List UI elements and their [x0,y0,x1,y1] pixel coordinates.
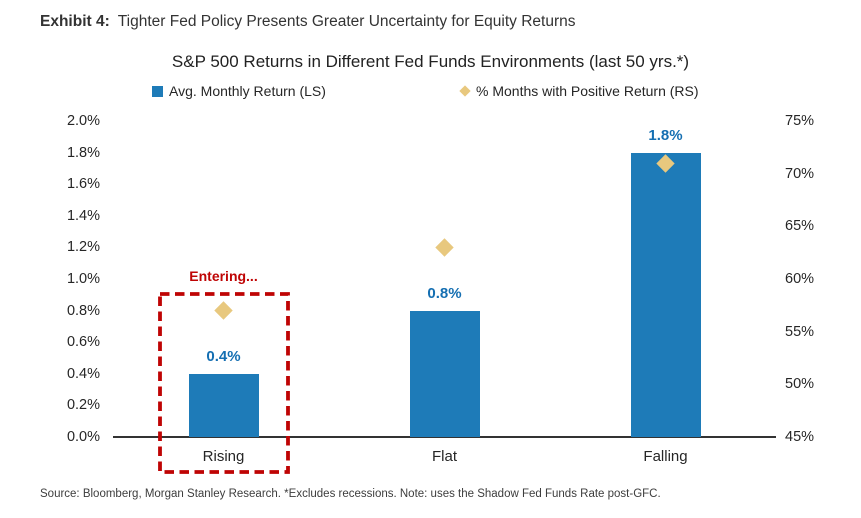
y-axis-right-tick-label: 55% [785,323,815,340]
source-note: Source: Bloomberg, Morgan Stanley Resear… [40,488,661,500]
legend-label-avg-monthly-return: Avg. Monthly Return (LS) [169,83,326,99]
y-axis-right-tick-label: 65% [785,218,815,235]
bar-falling [630,152,701,437]
y-axis-left-tick-label: 0.8% [66,302,100,319]
bar-value-label: 0.4% [206,347,241,365]
legend-label-pct-positive-months: % Months with Positive Return (RS) [476,83,699,99]
bar-rising [188,373,259,437]
category-label-falling: Falling [643,448,688,465]
y-axis-left-tick-label: 0.6% [66,334,100,351]
y-axis-right-tick-label: 60% [785,271,815,287]
category-label-flat: Flat [431,448,457,465]
legend-item-pct-positive-months: % Months with Positive Return (RS) [459,82,699,100]
chart-title: S&P 500 Returns in Different Fed Funds E… [171,52,690,71]
bar-flat [409,310,480,437]
entering-annotation-label: Entering... [189,268,258,284]
y-axis-left-tick-label: 1.0% [66,271,100,287]
y-axis-left-tick-label: 1.8% [66,144,100,161]
y-axis-right-tick-label: 75% [785,113,815,129]
y-axis-right-tick-label: 45% [785,429,815,445]
legend-item-avg-monthly-return: Avg. Monthly Return (LS) [152,82,326,100]
exhibit-number-label: Exhibit 4: [40,13,110,30]
bar-value-label: 1.8% [648,126,683,144]
category-label-rising: Rising [202,448,245,465]
y-axis-left-tick-label: 0.0% [66,429,100,445]
y-axis-right-tick-label: 50% [785,376,815,393]
legend-square-marker-icon [152,85,163,97]
y-axis-left-tick-label: 2.0% [66,113,100,129]
y-axis-left-tick-label: 1.4% [66,207,100,224]
exhibit-title-text: Tighter Fed Policy Presents Greater Unce… [117,13,576,30]
diamond-marker-flat [435,238,454,257]
exhibit-header: Exhibit 4: Tighter Fed Policy Presents Gr… [40,13,576,31]
y-axis-left-tick-label: 0.4% [66,365,100,382]
y-axis-right-tick-label: 70% [785,165,815,182]
bar-value-label: 0.8% [427,284,462,302]
y-axis-left-tick-label: 1.6% [66,176,100,193]
y-axis-left-tick-label: 0.2% [66,397,100,414]
entering-annotation-box [157,292,290,474]
y-axis-left-tick-label: 1.2% [66,239,100,256]
